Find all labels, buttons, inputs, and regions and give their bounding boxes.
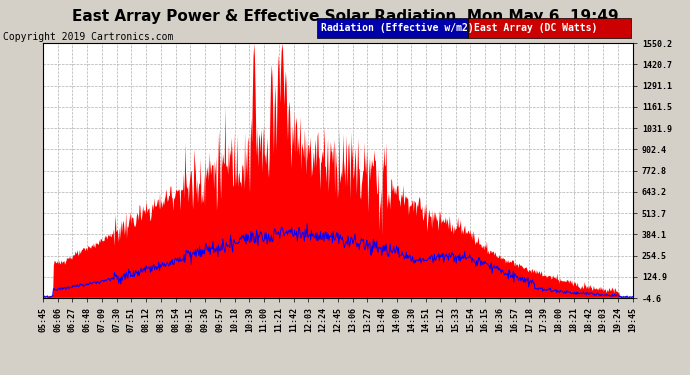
Text: Radiation (Effective w/m2): Radiation (Effective w/m2) <box>321 23 473 33</box>
Text: Copyright 2019 Cartronics.com: Copyright 2019 Cartronics.com <box>3 32 174 42</box>
Text: East Array Power & Effective Solar Radiation  Mon May 6  19:49: East Array Power & Effective Solar Radia… <box>72 9 618 24</box>
Text: East Array (DC Watts): East Array (DC Watts) <box>475 23 598 33</box>
